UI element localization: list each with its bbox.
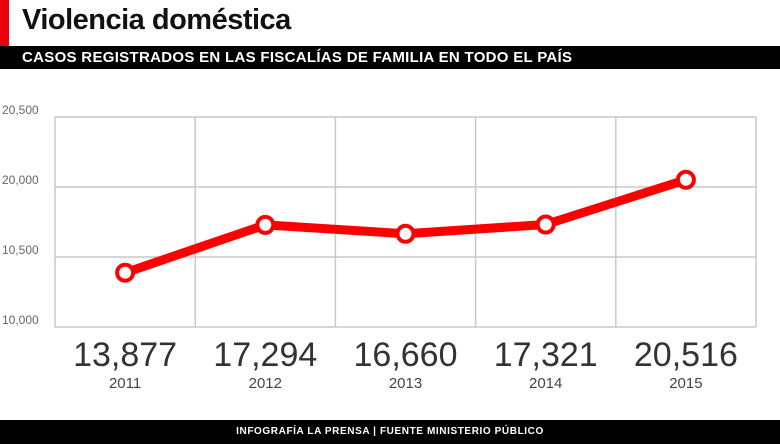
data-point	[395, 223, 416, 244]
footer-band: INFOGRAFÍA LA PRENSA | FUENTE MINISTERIO…	[0, 420, 780, 444]
data-point	[255, 214, 276, 235]
x-tick-label: 2014	[529, 375, 562, 392]
y-tick-label: 20,500	[2, 103, 39, 117]
data-label: 16,660	[354, 336, 458, 374]
x-tick-label: 2015	[669, 375, 702, 392]
subtitle-band: CASOS REGISTRADOS EN LAS FISCALÍAS DE FA…	[0, 46, 780, 69]
x-tick-label: 2012	[249, 375, 282, 392]
y-tick-label: 10,500	[2, 243, 39, 257]
y-tick-label: 20,000	[2, 173, 39, 187]
data-label: 17,321	[494, 336, 598, 374]
data-label: 17,294	[213, 336, 317, 374]
data-point	[535, 214, 556, 235]
y-tick-label: 10,000	[2, 313, 39, 327]
data-label: 20,516	[634, 336, 738, 374]
x-tick-label: 2011	[109, 375, 141, 392]
source-credit: INFOGRAFÍA LA PRENSA | FUENTE MINISTERIO…	[236, 426, 544, 437]
chart-subtitle: CASOS REGISTRADOS EN LAS FISCALÍAS DE FA…	[22, 49, 573, 66]
accent-bar	[0, 0, 9, 46]
chart-title: Violencia doméstica	[22, 4, 291, 36]
x-tick-label: 2013	[389, 375, 422, 392]
data-point	[675, 169, 696, 190]
data-label: 13,877	[73, 336, 177, 374]
data-point	[115, 262, 136, 283]
